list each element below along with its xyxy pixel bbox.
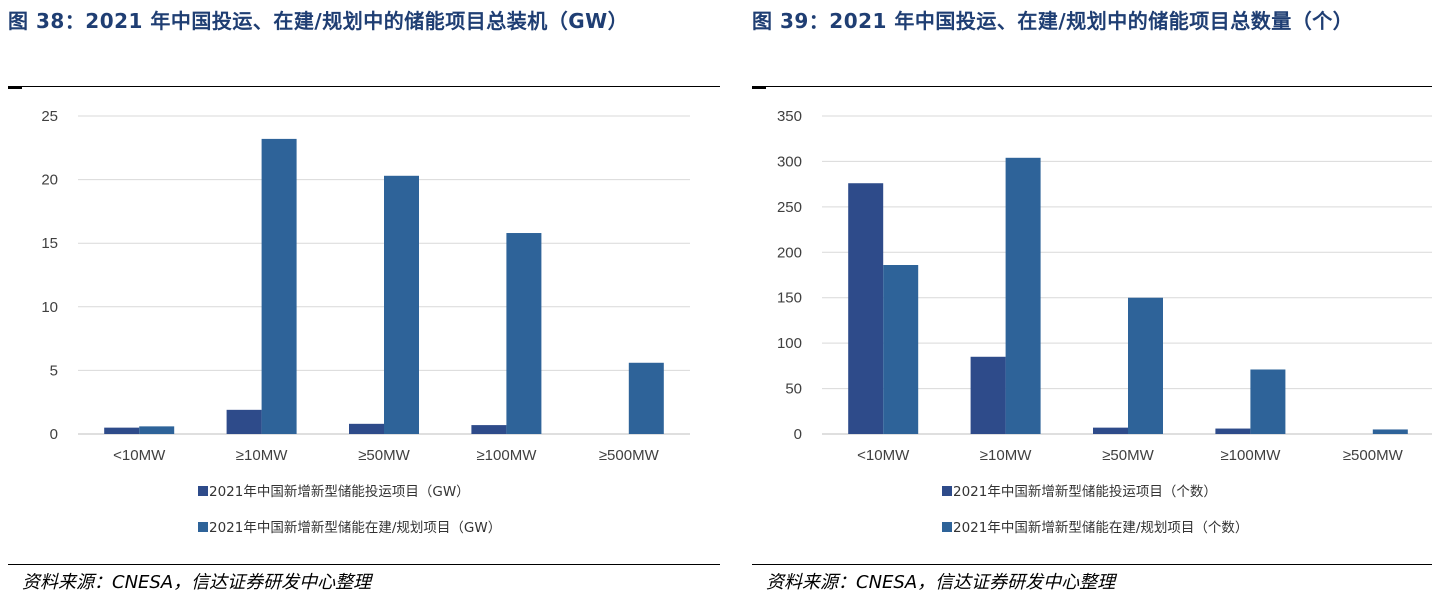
source-rule xyxy=(752,564,1432,565)
y-tick-label: 300 xyxy=(777,153,802,170)
legend-label: 2021年中国新增新型储能在建/规划项目（GW） xyxy=(209,520,501,536)
bar-operational-1 xyxy=(970,356,1006,434)
chart-panel-project-count: 图 39：2021 年中国投运、在建/规划中的储能项目总数量（个） 0 50 100… xyxy=(752,0,1432,598)
y-tick-label: 200 xyxy=(777,244,802,261)
legend-swatch xyxy=(942,486,952,496)
y-tick-label: 15 xyxy=(41,235,58,252)
bar-planned-0 xyxy=(883,265,919,434)
y-tick-label: 0 xyxy=(50,426,58,443)
y-tick-label: 25 xyxy=(41,108,58,125)
source-note: 资料来源：CNESA，信达证券研发中心整理 xyxy=(22,572,372,593)
bar-chart-project-count: 0 50 100 150 200 250 300 350 <10MW ≥10MW ≥50MW ≥100… xyxy=(777,108,1432,536)
bar-operational-0 xyxy=(104,427,140,434)
bar-operational-0 xyxy=(848,183,884,434)
chart-title: 图 39：2021 年中国投运、在建/规划中的储能项目总数量（个） xyxy=(752,9,1354,33)
bar-chart-installed-capacity: 0 5 10 15 20 25 <10MW ≥10MW ≥50MW ≥100MW ≥500MW 202… xyxy=(41,108,690,536)
bar-planned-1 xyxy=(1005,157,1041,434)
legend-swatch xyxy=(198,486,208,496)
legend-label: 2021年中国新增新型储能投运项目（个数） xyxy=(953,484,1217,500)
chart-title: 图 38：2021 年中国投运、在建/规划中的储能项目总装机（GW） xyxy=(8,9,629,33)
bar-operational-3 xyxy=(471,425,507,434)
bar-operational-2 xyxy=(1093,427,1128,434)
y-tick-label: 150 xyxy=(777,290,802,307)
legend-swatch xyxy=(198,522,208,532)
bar-planned-2 xyxy=(1128,297,1163,434)
bar-planned-3 xyxy=(506,233,542,434)
y-tick-label: 5 xyxy=(50,362,58,379)
legend-label: 2021年中国新增新型储能在建/规划项目（个数） xyxy=(953,520,1248,536)
legend-label: 2021年中国新增新型储能投运项目（GW） xyxy=(209,484,470,500)
y-tick-label: 350 xyxy=(777,108,802,125)
chart-panel-installed-capacity: 图 38：2021 年中国投运、在建/规划中的储能项目总装机（GW） 0 5 10 1… xyxy=(8,0,720,598)
x-tick-label: <10MW xyxy=(857,447,910,464)
title-rule xyxy=(8,86,720,89)
x-tick-label: ≥10MW xyxy=(236,447,288,464)
x-tick-label: ≥500MW xyxy=(599,447,660,464)
x-tick-label: ≥500MW xyxy=(1343,447,1404,464)
x-tick-label: ≥100MW xyxy=(1220,447,1281,464)
x-tick-label: ≥50MW xyxy=(358,447,410,464)
bar-planned-4 xyxy=(1372,429,1408,434)
source-rule xyxy=(8,564,720,565)
bar-operational-3 xyxy=(1215,428,1251,434)
bar-operational-1 xyxy=(226,409,262,434)
bar-planned-4 xyxy=(628,362,664,434)
x-tick-label: <10MW xyxy=(113,447,166,464)
y-tick-label: 100 xyxy=(777,335,802,352)
bar-planned-0 xyxy=(139,426,175,434)
bar-planned-3 xyxy=(1250,369,1286,434)
y-tick-label: 250 xyxy=(777,199,802,216)
y-tick-label: 10 xyxy=(41,299,58,316)
bar-operational-2 xyxy=(349,423,384,434)
bar-planned-1 xyxy=(261,138,297,434)
x-tick-label: ≥100MW xyxy=(476,447,537,464)
y-tick-label: 0 xyxy=(794,426,802,443)
title-rule xyxy=(752,86,1432,89)
y-tick-label: 50 xyxy=(785,381,802,398)
legend-swatch xyxy=(942,522,952,532)
x-tick-label: ≥10MW xyxy=(980,447,1032,464)
x-tick-label: ≥50MW xyxy=(1102,447,1154,464)
y-tick-label: 20 xyxy=(41,172,58,189)
source-note: 资料来源：CNESA，信达证券研发中心整理 xyxy=(766,572,1116,593)
bar-planned-2 xyxy=(384,175,419,434)
